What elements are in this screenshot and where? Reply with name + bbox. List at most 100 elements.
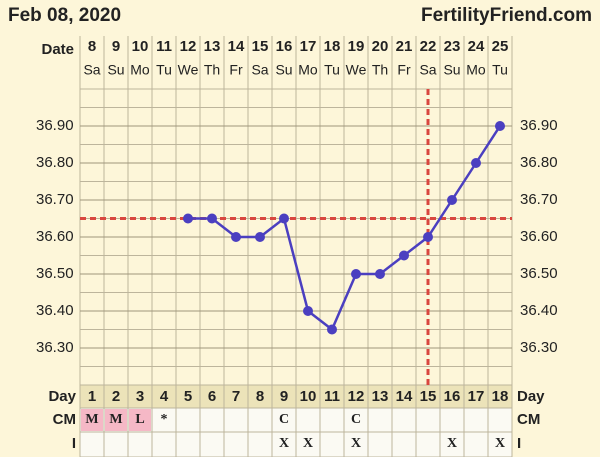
x-tick-label: 2 xyxy=(112,388,120,405)
weekday: Th xyxy=(372,62,388,78)
date: 10 xyxy=(132,38,149,55)
date: 11 xyxy=(156,38,172,55)
i-entry: X xyxy=(303,436,313,451)
temperature-point xyxy=(471,158,481,168)
date: 13 xyxy=(204,38,221,55)
x-tick-label: 11 xyxy=(324,388,340,405)
weekday: Su xyxy=(443,62,460,78)
x-tick-label: 14 xyxy=(396,388,413,405)
y2-tick-label: 36.30 xyxy=(520,339,558,356)
row-label: I xyxy=(517,435,521,452)
temperature-point xyxy=(495,121,505,131)
x-tick-label: 5 xyxy=(184,388,192,405)
weekday: Su xyxy=(275,62,292,78)
date: 16 xyxy=(276,38,293,55)
x-tick-label: 4 xyxy=(160,388,169,405)
cm-highlight xyxy=(105,409,127,431)
cm-entry: M xyxy=(109,412,122,427)
date: 21 xyxy=(396,38,413,55)
temperature-point xyxy=(399,250,409,261)
date: 8 xyxy=(88,38,96,55)
x-tick-label: 17 xyxy=(468,388,485,405)
weekday: Mo xyxy=(466,62,486,78)
temperature-point xyxy=(279,213,289,224)
y-tick-label: 36.40 xyxy=(36,302,74,319)
weekday: Sa xyxy=(419,62,436,78)
date: 9 xyxy=(112,38,120,55)
weekday: Mo xyxy=(130,62,150,78)
date: 19 xyxy=(348,38,365,55)
date: 17 xyxy=(300,38,317,55)
date: 15 xyxy=(252,38,269,55)
y-tick-label: 36.80 xyxy=(36,154,74,171)
row-label: CM xyxy=(517,411,540,428)
cm-entry: C xyxy=(279,412,289,427)
x-tick-label: 13 xyxy=(372,388,389,405)
y-tick-label: 36.30 xyxy=(36,339,74,356)
weekday: Fr xyxy=(397,62,411,78)
y2-tick-label: 36.40 xyxy=(520,302,558,319)
temperature-point xyxy=(255,232,265,242)
temperature-point xyxy=(447,195,457,205)
x-tick-label: 8 xyxy=(256,388,264,405)
weekday: Mo xyxy=(298,62,318,78)
weekday: Sa xyxy=(83,62,100,78)
weekday: Tu xyxy=(492,62,508,78)
y2-tick-label: 36.50 xyxy=(520,265,558,282)
y-tick-label: 36.90 xyxy=(36,117,74,134)
date: 24 xyxy=(468,38,485,55)
weekday: We xyxy=(346,62,367,78)
date: 18 xyxy=(324,38,341,55)
weekday: Tu xyxy=(324,62,340,78)
weekday: Fr xyxy=(229,62,243,78)
cm-entry: M xyxy=(85,412,98,427)
x-tick-label: 1 xyxy=(88,388,96,405)
weekday: Tu xyxy=(156,62,172,78)
weekday: We xyxy=(178,62,199,78)
date: 22 xyxy=(420,38,437,55)
chart-date: Feb 08, 2020 xyxy=(8,5,121,26)
row-label: CM xyxy=(53,411,76,428)
x-tick-label: 9 xyxy=(280,388,288,405)
x-tick-label: 12 xyxy=(348,388,365,405)
row-label: Day xyxy=(517,388,545,405)
i-entry: X xyxy=(495,436,505,451)
site-name: FertilityFriend.com xyxy=(421,5,592,26)
date: 25 xyxy=(492,38,509,55)
date: 23 xyxy=(444,38,461,55)
y2-tick-label: 36.90 xyxy=(520,117,558,134)
y2-tick-label: 36.80 xyxy=(520,154,558,171)
x-tick-label: 6 xyxy=(208,388,216,405)
x-tick-label: 7 xyxy=(232,388,240,405)
y-tick-label: 36.70 xyxy=(36,191,74,208)
i-entry: X xyxy=(447,436,457,451)
temperature-point xyxy=(423,232,433,242)
x-tick-label: 15 xyxy=(420,388,437,405)
x-tick-label: 3 xyxy=(136,388,144,405)
date-label: Date xyxy=(41,41,74,58)
date: 12 xyxy=(180,38,197,55)
temperature-point xyxy=(207,213,217,224)
cm-entry: * xyxy=(161,412,168,427)
temperature-point xyxy=(327,324,337,335)
weekday: Su xyxy=(107,62,124,78)
y2-tick-label: 36.70 xyxy=(520,191,558,208)
row-label: Day xyxy=(48,388,76,405)
temperature-point xyxy=(303,306,313,316)
temperature-point xyxy=(231,232,241,242)
cm-highlight xyxy=(81,409,103,431)
row-label: I xyxy=(72,435,76,452)
i-entry: X xyxy=(351,436,361,451)
cm-entry: L xyxy=(135,412,144,427)
temperature-point xyxy=(351,269,361,279)
y2-tick-label: 36.60 xyxy=(520,228,558,245)
date: 20 xyxy=(372,38,389,55)
x-tick-label: 16 xyxy=(444,388,461,405)
cm-highlight xyxy=(129,409,151,431)
y-tick-label: 36.60 xyxy=(36,228,74,245)
cm-entry: C xyxy=(351,412,361,427)
date: 14 xyxy=(228,38,245,55)
x-tick-label: 10 xyxy=(300,388,317,405)
weekday: Sa xyxy=(251,62,268,78)
